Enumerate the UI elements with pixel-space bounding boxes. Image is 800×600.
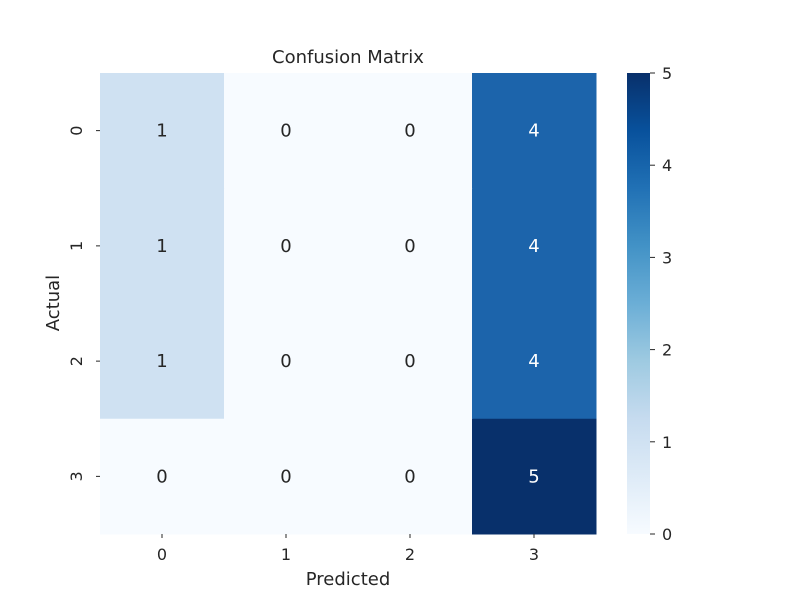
colorbar-tick-label: 5 [662, 64, 672, 83]
cell-value-label: 5 [528, 466, 539, 487]
y-axis-label: Actual [43, 275, 64, 331]
cell-value-label: 0 [280, 351, 291, 372]
heatmap-cell [224, 73, 349, 189]
cell-value-label: 0 [404, 351, 415, 372]
chart-title: Confusion Matrix [272, 47, 424, 68]
heatmap-cell [472, 73, 597, 189]
x-tick-label: 3 [529, 545, 539, 564]
heatmap-cell [224, 418, 349, 535]
x-tick-label: 1 [281, 545, 291, 564]
y-tick-label: 3 [67, 471, 86, 481]
y-tick-label: 0 [67, 126, 86, 136]
cell-value-label: 4 [528, 236, 539, 257]
colorbar-tick-label: 1 [662, 433, 672, 452]
cell-value-label: 0 [156, 466, 167, 487]
heatmap-cell [224, 188, 349, 304]
colorbar [627, 73, 650, 534]
colorbar-tick-label: 3 [662, 248, 672, 267]
cell-value-label: 1 [156, 121, 167, 142]
cell-value-label: 0 [280, 236, 291, 257]
heatmap-cell [100, 418, 225, 535]
x-tick-label: 2 [405, 545, 415, 564]
cell-value-label: 0 [404, 466, 415, 487]
cell-value-label: 1 [156, 236, 167, 257]
cell-value-label: 0 [280, 466, 291, 487]
heatmap-cell [100, 73, 225, 189]
heatmap-cell [348, 418, 473, 535]
x-axis-label: Predicted [306, 569, 391, 590]
heatmap-cell [472, 188, 597, 304]
heatmap-cell-labels: 1 0 0 4 1 0 0 4 1 0 0 4 0 0 0 5 [156, 121, 539, 488]
heatmap-cell [472, 303, 597, 420]
heatmap-cell [348, 73, 473, 189]
cell-value-label: 4 [528, 351, 539, 372]
heatmap-cell [472, 418, 597, 535]
colorbar-tick-label: 0 [662, 525, 672, 544]
cell-value-label: 0 [404, 236, 415, 257]
cell-value-label: 0 [404, 121, 415, 142]
y-tick-label: 1 [67, 241, 86, 251]
heatmap-cell [224, 303, 349, 420]
colorbar-tick-label: 2 [662, 341, 672, 360]
heatmap-cell [100, 303, 225, 420]
heatmap-cell [100, 188, 225, 304]
heatmap-cell [348, 303, 473, 420]
y-axis-ticks: 0 1 2 3 [67, 126, 100, 481]
heatmap-cells [100, 73, 597, 535]
cell-value-label: 4 [528, 121, 539, 142]
colorbar-tick-label: 4 [662, 156, 672, 175]
cell-value-label: 1 [156, 351, 167, 372]
y-tick-label: 2 [67, 356, 86, 366]
x-axis-ticks: 0 1 2 3 [157, 534, 539, 564]
x-tick-label: 0 [157, 545, 167, 564]
cell-value-label: 0 [280, 121, 291, 142]
colorbar-ticks: 0 1 2 3 4 5 [650, 64, 672, 544]
heatmap-cell [348, 188, 473, 304]
